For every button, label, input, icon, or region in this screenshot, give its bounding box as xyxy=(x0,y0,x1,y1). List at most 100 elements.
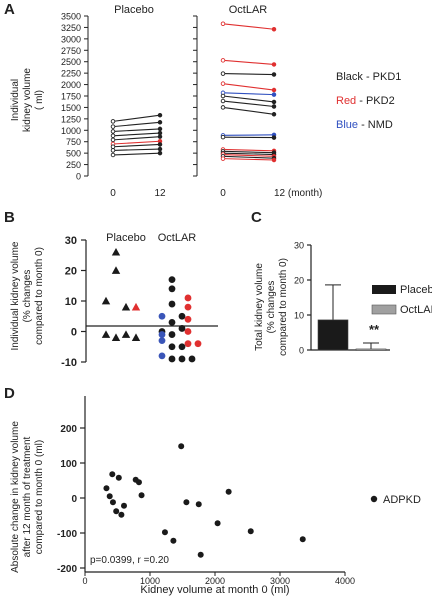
panel-d-point xyxy=(299,536,306,543)
panel-b-placebo-triangle xyxy=(111,333,121,341)
panel-b-placebo-triangle xyxy=(121,330,131,338)
panel-a-point-month0 xyxy=(110,119,116,124)
panel-a-subject-line xyxy=(222,83,275,91)
panel-a-subject-line xyxy=(222,155,275,159)
panel-d-legend: ADPKD xyxy=(383,494,421,506)
panel-b-ytick-label: 20 xyxy=(65,266,77,278)
panel-c-significance: ** xyxy=(369,322,380,337)
panel-a-point-month0 xyxy=(110,144,116,149)
panel-b-octlar-circle xyxy=(184,294,192,302)
panel-b-octlar-circle xyxy=(158,331,166,338)
panel-a-subject-line xyxy=(112,132,161,137)
panel-d-point xyxy=(225,488,232,495)
panel-c-bar-octlar xyxy=(355,348,387,351)
panel-a-point-month0 xyxy=(110,152,116,158)
panel-a-subject-line xyxy=(112,121,161,128)
panel-a-ytick-label: 0 xyxy=(76,172,81,182)
panel-b-octlar-circle xyxy=(168,331,176,338)
panel-a-point-month12 xyxy=(157,146,163,152)
panel-c-ytick-label: 30 xyxy=(294,241,304,251)
panel-a-x-placebo-0: 0 xyxy=(110,188,116,199)
panel-d-ylabel-line1: Absolute change in kidney volume xyxy=(10,421,21,573)
panel-b-octlar-circle xyxy=(184,303,192,311)
panel-c-ylabel-line1: Total kidney volume xyxy=(254,263,265,351)
panel-d-xlabel: Kidney volume at month 0 (ml) xyxy=(140,584,289,596)
panel-d-xtick-label: 3000 xyxy=(270,576,290,586)
panel-a-subject-line xyxy=(112,143,161,148)
panel-b-group-placebo: Placebo xyxy=(106,232,146,244)
panel-b-ytick-label: 0 xyxy=(71,327,77,339)
panel-a-ylabel-line3: ( ml) xyxy=(34,90,45,110)
panel-d-point xyxy=(103,485,110,492)
panel-c-legend-swatch-placebo xyxy=(372,285,396,294)
panel-d-point xyxy=(121,502,127,509)
panel-a-point-month0 xyxy=(110,129,116,134)
panel-a: A Individual kidney volume ( ml) 0 250500… xyxy=(4,1,401,199)
panel-b-ytick-label: 30 xyxy=(65,235,77,247)
panel-d: D Absolute change in kidney volume after… xyxy=(4,385,421,596)
panel-a-point-month0 xyxy=(110,133,116,139)
panel-a-point-month12 xyxy=(271,87,277,93)
panel-a-point-month0 xyxy=(220,156,226,161)
panel-a-ytick-label: 2750 xyxy=(61,46,81,56)
panel-d-ytick-label: 200 xyxy=(60,424,77,435)
panel-d-point xyxy=(118,511,125,518)
panel-d-point xyxy=(115,474,122,481)
panel-c-legend-placebo: Placebo xyxy=(400,284,432,296)
panel-a-point-month12 xyxy=(271,157,277,163)
panel-a-group-placebo: Placebo xyxy=(114,4,154,16)
panel-b-ylabel-line1: Individual kidney volume xyxy=(10,241,21,350)
panel-a-point-month12 xyxy=(157,126,163,132)
panel-a-subject-line xyxy=(112,140,161,145)
panel-a-point-month12 xyxy=(157,120,163,125)
panel-a-lines xyxy=(110,21,277,163)
panel-a-point-month0 xyxy=(110,137,116,143)
panel-b-ytick-label: 10 xyxy=(65,296,77,308)
panel-d-ytick-label: 100 xyxy=(60,459,77,470)
panel-a-point-month12 xyxy=(271,99,277,105)
panel-a-subject-line xyxy=(222,106,275,115)
panel-a-ylabel-line2: kidney volume xyxy=(22,68,33,132)
panel-b-octlar-circle xyxy=(168,355,176,363)
panel-c-ylabel-line3: compared to month 0) xyxy=(278,258,289,356)
panel-a-point-month12 xyxy=(157,150,163,156)
panel-b-ylabel: Individual kidney volume (% changes comp… xyxy=(10,241,45,350)
panel-a-ytick-label: 2000 xyxy=(61,80,81,90)
panel-a-point-month0 xyxy=(220,21,226,27)
panel-b-octlar-circle xyxy=(168,343,176,351)
panel-d-legend-marker xyxy=(370,495,378,503)
panel-a-point-month12 xyxy=(157,112,163,118)
panel-a-ytick-label: 3000 xyxy=(61,34,81,44)
legend-pkd1: Black - PKD1 xyxy=(336,71,401,83)
panel-a-subject-line xyxy=(112,152,161,156)
panel-b-octlar-circle xyxy=(168,276,176,284)
panel-a-subject-line xyxy=(222,152,275,156)
panel-b-octlar-circle xyxy=(184,315,192,323)
panel-a-subject-line xyxy=(222,153,275,157)
panel-c-ylabel: Total kidney volume (% changes compared … xyxy=(254,258,289,356)
panel-a-subject-line xyxy=(222,158,275,161)
panel-b-octlar-circle xyxy=(188,355,196,363)
panel-d-letter: D xyxy=(4,385,15,402)
panel-a-point-month0 xyxy=(220,93,226,99)
panel-c-legend-swatch-octlar xyxy=(371,304,397,315)
panel-a-subject-line xyxy=(112,148,161,151)
panel-c-ylabel-line2: (% changes xyxy=(266,281,277,334)
panel-a-legend: Black - PKD1 Red - PKD2 Blue - NMD xyxy=(336,71,401,131)
panel-c-letter: C xyxy=(251,209,262,226)
panel-b-octlar-circle xyxy=(158,337,166,345)
panel-a-subject-line xyxy=(222,100,275,108)
panel-d-ylabel: Absolute change in kidney volume after 1… xyxy=(10,421,45,573)
panel-b-octlar-circle xyxy=(168,318,176,326)
panel-a-ytick-label: 1250 xyxy=(61,114,81,124)
panel-a-subject-line xyxy=(222,92,275,96)
panel-a-ylabel-line1: Individual xyxy=(10,79,21,121)
panel-a-subject-line xyxy=(112,136,161,141)
panel-a-group-octlar: OctLAR xyxy=(229,4,268,16)
panel-d-point xyxy=(183,499,190,506)
panel-a-x-octlar-12: 12 (month) xyxy=(274,188,322,199)
panel-c-ytick-label: 10 xyxy=(294,311,304,321)
panel-a-point-month12 xyxy=(271,27,277,32)
panel-c-bars xyxy=(317,284,387,351)
